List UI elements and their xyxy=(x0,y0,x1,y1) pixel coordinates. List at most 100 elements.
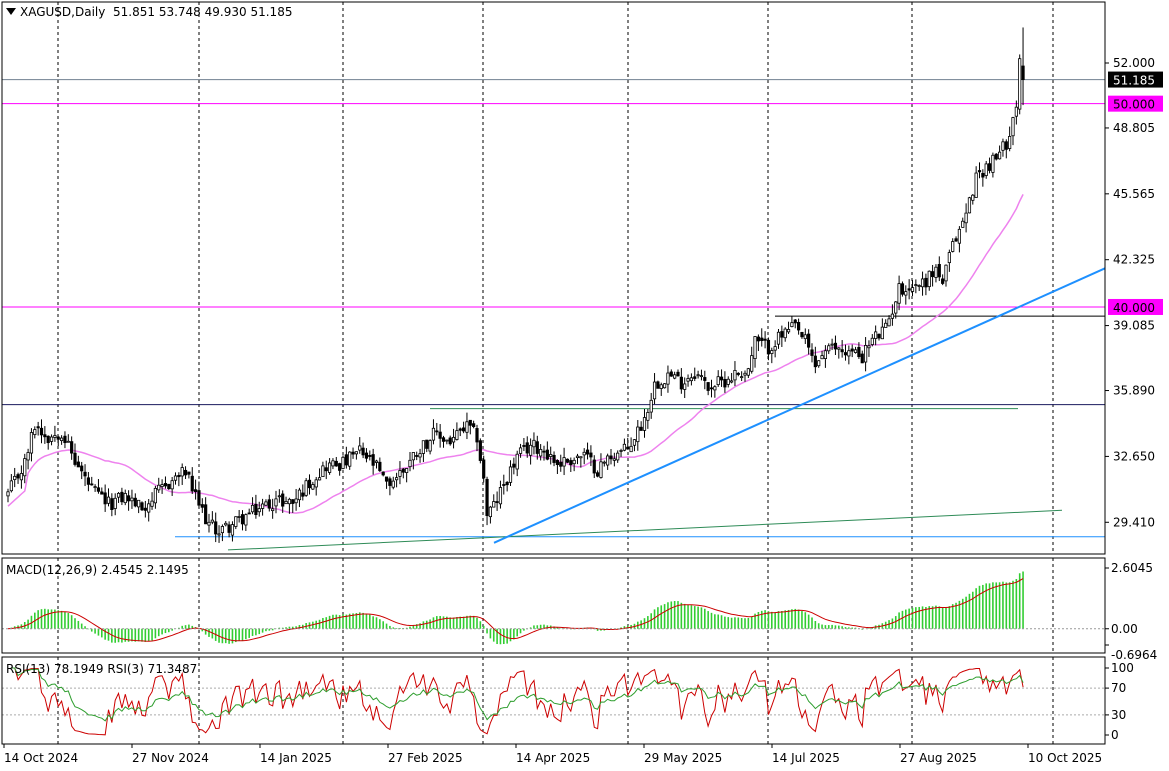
candle[interactable] xyxy=(80,461,84,480)
candle[interactable] xyxy=(632,439,637,452)
candle[interactable] xyxy=(33,426,37,439)
candle[interactable] xyxy=(897,275,901,311)
candle[interactable] xyxy=(411,452,415,470)
candle[interactable] xyxy=(133,493,137,508)
candle[interactable] xyxy=(696,370,700,379)
candle[interactable] xyxy=(374,459,379,469)
candle[interactable] xyxy=(177,472,181,487)
candle[interactable] xyxy=(529,438,533,465)
candle[interactable] xyxy=(76,455,80,468)
candle[interactable] xyxy=(686,374,690,387)
candle[interactable] xyxy=(703,370,707,390)
candle[interactable] xyxy=(656,380,660,389)
candle[interactable] xyxy=(539,444,543,461)
candle[interactable] xyxy=(535,435,539,460)
candle[interactable] xyxy=(900,281,905,297)
candle[interactable] xyxy=(66,434,70,443)
candle[interactable] xyxy=(46,435,50,450)
candle[interactable] xyxy=(297,487,302,508)
candle[interactable] xyxy=(207,513,211,533)
candle[interactable] xyxy=(1011,116,1015,146)
candle[interactable] xyxy=(83,464,87,487)
candle[interactable] xyxy=(867,340,871,357)
candle[interactable] xyxy=(525,436,529,458)
candle[interactable] xyxy=(947,249,951,272)
candle[interactable] xyxy=(659,382,663,396)
candle[interactable] xyxy=(250,497,255,515)
candle[interactable] xyxy=(435,422,439,436)
candle[interactable] xyxy=(766,337,771,361)
candle[interactable] xyxy=(733,361,737,387)
candle[interactable] xyxy=(472,420,476,429)
candle[interactable] xyxy=(760,328,764,347)
candle[interactable] xyxy=(616,450,620,463)
candle[interactable] xyxy=(673,371,677,380)
candle[interactable] xyxy=(934,264,938,283)
candle[interactable] xyxy=(917,284,921,292)
candle[interactable] xyxy=(247,508,251,515)
candle[interactable] xyxy=(813,346,817,374)
candle[interactable] xyxy=(284,496,288,505)
candle[interactable] xyxy=(492,494,496,508)
candle[interactable] xyxy=(569,457,573,472)
candle[interactable] xyxy=(931,264,935,287)
candle[interactable] xyxy=(874,325,878,346)
macd-signal-line[interactable] xyxy=(7,578,1024,642)
candle[interactable] xyxy=(773,340,777,358)
candle[interactable] xyxy=(60,435,64,445)
candle[interactable] xyxy=(210,511,214,525)
candle[interactable] xyxy=(197,481,201,509)
candle[interactable] xyxy=(465,412,469,440)
candle[interactable] xyxy=(287,497,292,514)
candle[interactable] xyxy=(123,489,127,506)
candle[interactable] xyxy=(642,408,647,438)
candle[interactable] xyxy=(418,448,422,463)
candle[interactable] xyxy=(187,471,191,479)
candle[interactable] xyxy=(1018,54,1022,115)
candle[interactable] xyxy=(776,328,781,349)
candle[interactable] xyxy=(730,372,734,384)
candle[interactable] xyxy=(652,373,657,405)
collapse-triangle-icon[interactable] xyxy=(6,8,16,15)
candle[interactable] xyxy=(512,457,516,475)
candle[interactable] xyxy=(572,457,576,472)
candle[interactable] xyxy=(361,442,365,459)
candle[interactable] xyxy=(150,492,154,510)
candle[interactable] xyxy=(321,461,325,477)
candle[interactable] xyxy=(488,505,493,524)
candle[interactable] xyxy=(334,456,338,467)
candle[interactable] xyxy=(894,301,898,319)
candle[interactable] xyxy=(16,472,20,484)
candle[interactable] xyxy=(783,327,787,342)
candle[interactable] xyxy=(143,500,147,518)
candle[interactable] xyxy=(106,488,111,507)
candle[interactable] xyxy=(709,379,714,398)
candle[interactable] xyxy=(837,347,841,359)
candle[interactable] xyxy=(622,438,627,452)
candle[interactable] xyxy=(495,491,499,511)
candle[interactable] xyxy=(1008,126,1012,152)
candle[interactable] xyxy=(649,392,653,419)
candle[interactable] xyxy=(214,512,218,543)
candle[interactable] xyxy=(669,369,673,377)
candle[interactable] xyxy=(351,447,355,459)
candle[interactable] xyxy=(167,483,171,490)
candle[interactable] xyxy=(364,448,369,463)
candle[interactable] xyxy=(344,446,348,469)
candle[interactable] xyxy=(542,445,546,461)
candle[interactable] xyxy=(508,460,513,486)
candle[interactable] xyxy=(327,458,332,475)
candle[interactable] xyxy=(478,438,482,464)
candle[interactable] xyxy=(63,431,67,449)
candle[interactable] xyxy=(445,439,449,445)
candle[interactable] xyxy=(348,451,352,470)
candle[interactable] xyxy=(726,376,730,388)
candle[interactable] xyxy=(589,445,593,467)
candle[interactable] xyxy=(274,490,278,514)
candle[interactable] xyxy=(73,443,77,467)
candle[interactable] xyxy=(49,434,54,446)
candle[interactable] xyxy=(341,455,345,470)
candle[interactable] xyxy=(113,493,117,516)
candle[interactable] xyxy=(991,152,995,178)
